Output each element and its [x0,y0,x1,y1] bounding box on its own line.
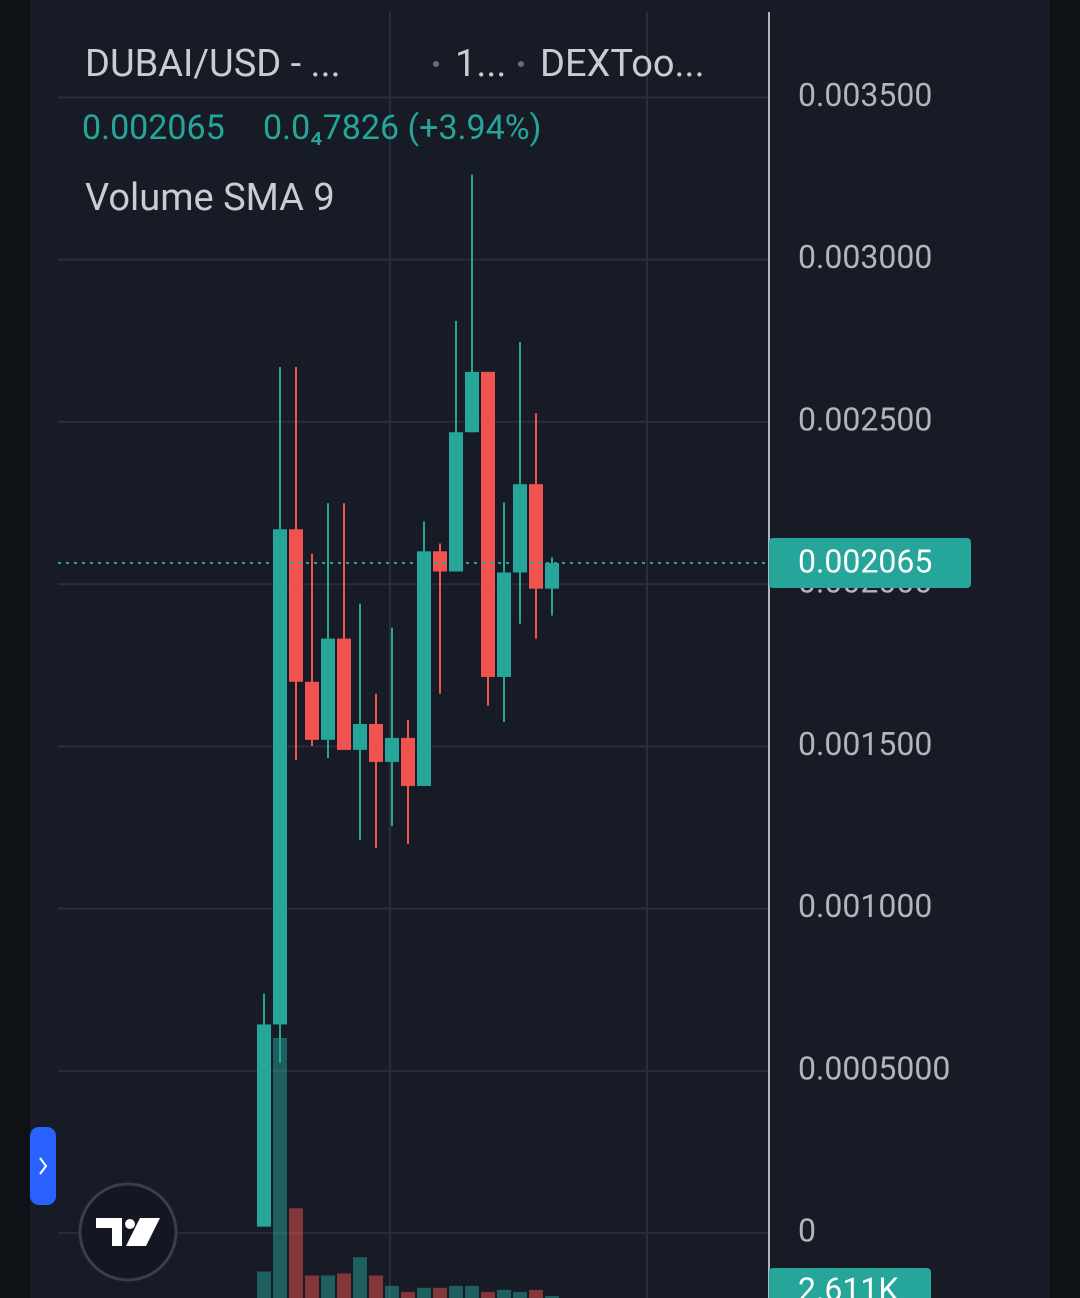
candle-body [513,484,527,573]
last-price-label: 0.002065 [798,542,932,580]
volume-bar [289,1208,303,1298]
candle-body [529,484,543,589]
indicator-label: Volume SMA 9 [85,176,335,220]
candles [257,174,559,1227]
volume-bar [497,1289,511,1298]
volume-bar [273,1038,287,1298]
volume-bar [513,1291,527,1298]
price-axis: 00.00050000.0010000.0015000.0020000.0025… [798,76,950,1250]
y-tick-label: 0 [798,1212,816,1250]
chart-background [30,0,1050,1298]
last-price-badge [769,538,971,589]
candle-body [289,529,303,682]
volume-bar [385,1285,399,1298]
volume-bar [353,1257,367,1298]
candle-body [321,638,335,740]
volume-bar [465,1285,479,1298]
candle-body [465,371,479,433]
candle-body [401,737,415,786]
candle-body [449,432,463,572]
separator-dot [433,61,439,67]
volume-badge [769,1268,931,1298]
volume-bar [481,1291,495,1298]
volume-bar [433,1287,447,1298]
candle-body [497,572,511,677]
candle-body [337,638,351,750]
y-tick-label: 0.001500 [798,725,932,763]
source: DEXToo... [540,42,705,86]
volume-bar [449,1285,463,1298]
candle-body [545,563,559,589]
volume-bar [369,1275,383,1298]
y-tick-label: 0.0005000 [798,1049,950,1087]
candle-body [369,723,383,762]
logo[interactable] [78,1182,178,1282]
volume-pane [257,1038,559,1298]
volume-bar [417,1287,431,1298]
last-price: 0.002065 [82,108,225,148]
logo-mark [125,1219,135,1229]
side-panel-toggle[interactable] [30,1127,56,1205]
candle-body [481,371,495,677]
toggle-arrow [39,1157,48,1175]
volume-bar [401,1291,415,1298]
volume-bar [545,1295,559,1298]
candle-body [385,737,399,762]
volume-bar [321,1275,335,1298]
volume-bar [305,1275,319,1298]
candle-body [273,529,287,1025]
separator-dot [518,61,524,67]
y-tick-label: 0.003500 [798,76,932,114]
interval: 1... [455,42,506,86]
candle-body [305,681,319,740]
y-tick-label: 0.002500 [798,400,932,438]
candle-body [353,723,367,750]
y-tick-label: 0.001000 [798,887,932,925]
volume-bar [257,1271,271,1298]
volume-bar [337,1273,351,1298]
logo-mark [96,1218,160,1246]
candle-body [257,1024,271,1227]
price-change: 0.0₄7826 (+3.94%) [263,108,541,148]
candle-body [433,551,447,572]
volume-bar [529,1289,543,1298]
volume-label: 2.611K [798,1270,899,1298]
symbol-title: DUBAI/USD - ... [85,42,341,86]
y-tick-label: 0.003000 [798,238,932,276]
candle-body [417,551,431,786]
